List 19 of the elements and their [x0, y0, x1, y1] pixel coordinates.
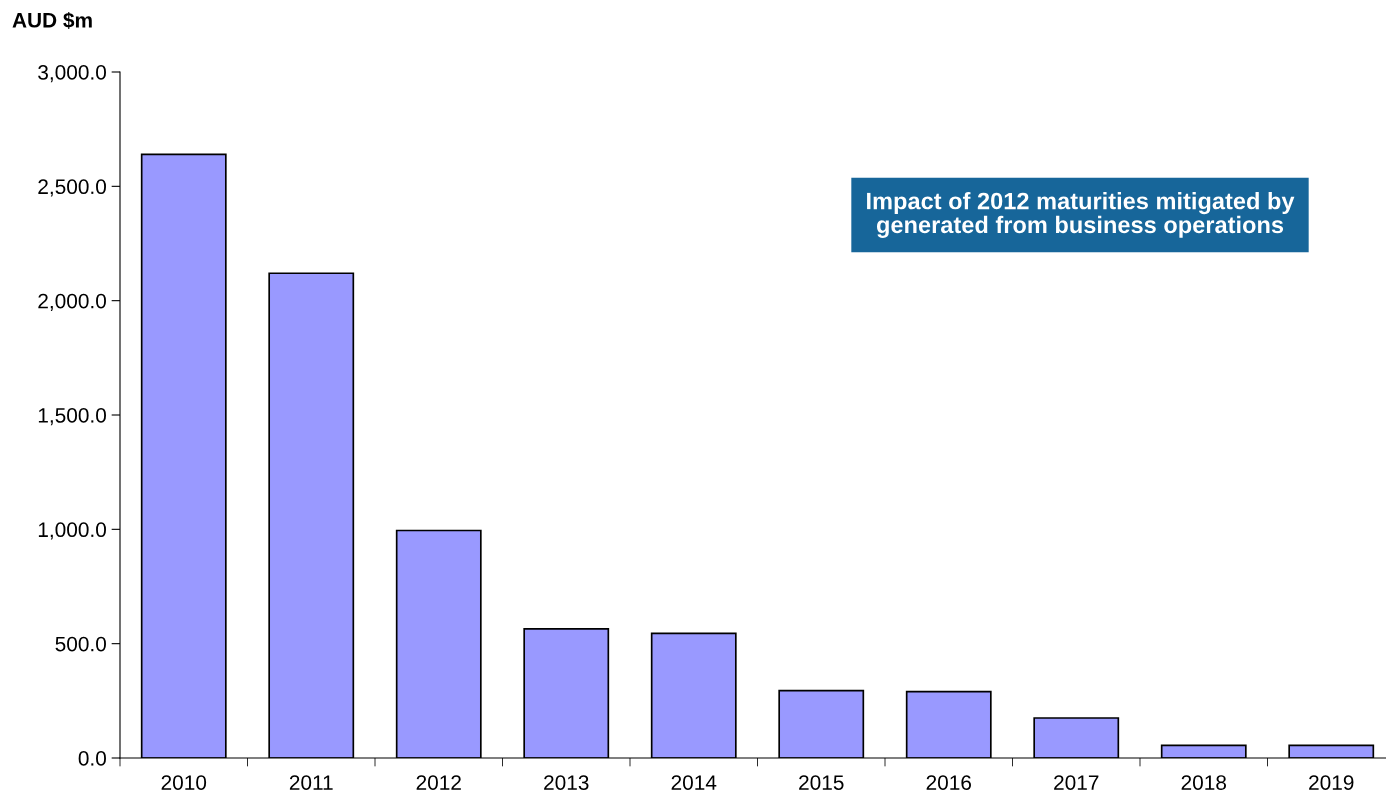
- y-tick-label: 1,500.0: [38, 408, 106, 426]
- y-tick-label: 500.0: [55, 636, 106, 652]
- y-axis-title: AUD $m: [12, 11, 92, 29]
- y-tick-label: 3,000.0: [38, 65, 106, 83]
- x-tick-label: 2010: [161, 775, 207, 790]
- y-tick-label: 2,000.0: [38, 293, 106, 311]
- y-tick-label: 2,500.0: [38, 179, 106, 197]
- y-tick-label: 1,000.0: [38, 522, 106, 540]
- x-tick-label: 2018: [1181, 775, 1227, 790]
- x-tick-label: 2015: [799, 775, 844, 790]
- x-tick-label: 2016: [926, 775, 972, 790]
- x-tick-label: 2017: [1054, 775, 1099, 790]
- x-tick-label: 2014: [671, 775, 717, 790]
- annotation: Impact of 2012 maturities mitigated by generated from business operations: [867, 192, 1295, 238]
- y-tick-label: 0.0: [78, 751, 106, 766]
- x-tick-label: 2011: [289, 775, 333, 790]
- x-tick-label: 2012: [416, 775, 461, 790]
- x-tick-label: 2019: [1309, 775, 1354, 790]
- x-tick-label: 2013: [544, 775, 589, 790]
